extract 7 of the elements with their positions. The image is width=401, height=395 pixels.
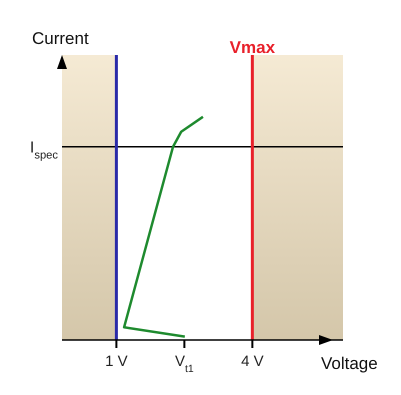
x-tick-label: 4 V <box>241 353 264 370</box>
ref-line-label: Vmax <box>230 38 276 57</box>
x-tick-label: 1 V <box>105 353 128 370</box>
y-axis-title: Current <box>32 29 89 48</box>
ref-line-label: I$_{spec}$ <box>30 140 58 162</box>
x-tick-label: V$_{t1}$ <box>174 353 194 375</box>
x-axis-title: Voltage <box>321 354 378 373</box>
